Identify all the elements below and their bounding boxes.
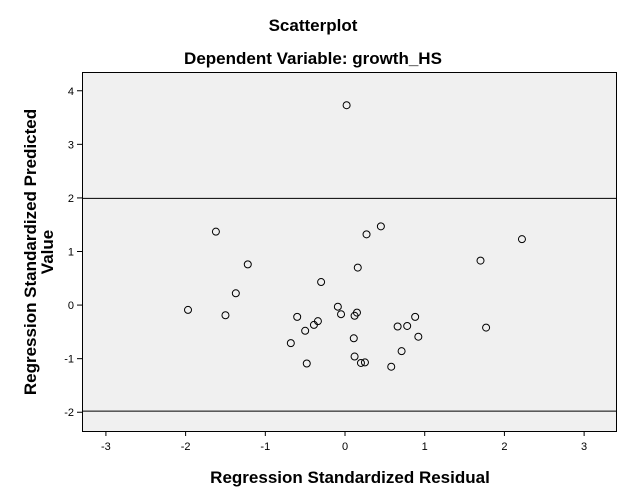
data-point-18 xyxy=(411,312,420,321)
data-point-10 xyxy=(231,289,240,298)
x-axis: -3 -2 -1 0 1 2 3 xyxy=(101,431,587,453)
y-axis: -2 -1 0 1 2 3 4 xyxy=(64,86,82,419)
y-axis-label: Regression Standardized Predicted Value xyxy=(21,109,57,395)
data-point-17 xyxy=(293,312,302,321)
data-point-13 xyxy=(333,302,342,311)
x-tick-label: -3 xyxy=(101,441,111,453)
data-point-3 xyxy=(376,222,385,231)
chart-title: Scatterplot xyxy=(269,16,358,35)
reference-lines xyxy=(82,197,616,412)
data-point-2 xyxy=(211,227,220,236)
data-point-4 xyxy=(362,230,371,239)
data-point-22 xyxy=(403,321,412,330)
data-point-24 xyxy=(301,326,310,335)
y-tick-label: -2 xyxy=(64,407,74,419)
data-point-12 xyxy=(221,311,230,320)
y-tick-label: 4 xyxy=(68,86,74,98)
x-tick-label: -2 xyxy=(181,441,191,453)
y-tick-label: 3 xyxy=(68,139,74,151)
data-point-26 xyxy=(349,334,358,343)
data-point-30 xyxy=(356,358,365,367)
data-point-27 xyxy=(286,339,295,348)
data-point-23 xyxy=(482,323,491,332)
data-point-21 xyxy=(393,322,402,331)
data-point-25 xyxy=(414,332,423,341)
x-tick-label: 2 xyxy=(501,441,507,453)
x-tick-label: 1 xyxy=(422,441,428,453)
y-tick-label: 2 xyxy=(68,193,74,205)
x-axis-label: Regression Standardized Residual xyxy=(210,468,490,487)
data-point-6 xyxy=(476,256,485,265)
plot-area xyxy=(82,72,617,432)
data-point-1 xyxy=(342,101,351,110)
data-point-32 xyxy=(302,359,311,368)
data-point-5 xyxy=(517,235,526,244)
data-point-8 xyxy=(353,263,362,272)
data-point-14 xyxy=(337,310,346,319)
x-tick-label: 0 xyxy=(342,441,348,453)
data-points xyxy=(184,101,526,371)
chart-subtitle: Dependent Variable: growth_HS xyxy=(184,49,442,68)
data-point-20 xyxy=(309,320,318,329)
y-axis-label-line-2: Value xyxy=(38,230,57,274)
data-point-31 xyxy=(360,358,369,367)
data-point-33 xyxy=(387,362,396,371)
y-tick-label: 1 xyxy=(68,247,74,259)
data-point-7 xyxy=(243,260,252,269)
x-tick-label: 3 xyxy=(581,441,587,453)
y-tick-label: 0 xyxy=(68,300,74,312)
y-axis-label-line-1: Regression Standardized Predicted xyxy=(21,109,40,395)
y-tick-label: -1 xyxy=(64,354,74,366)
data-point-11 xyxy=(184,305,193,314)
x-tick-label: -1 xyxy=(260,441,270,453)
data-point-16 xyxy=(350,311,359,320)
data-point-28 xyxy=(397,347,406,356)
data-point-9 xyxy=(317,278,326,287)
data-point-29 xyxy=(350,352,359,361)
